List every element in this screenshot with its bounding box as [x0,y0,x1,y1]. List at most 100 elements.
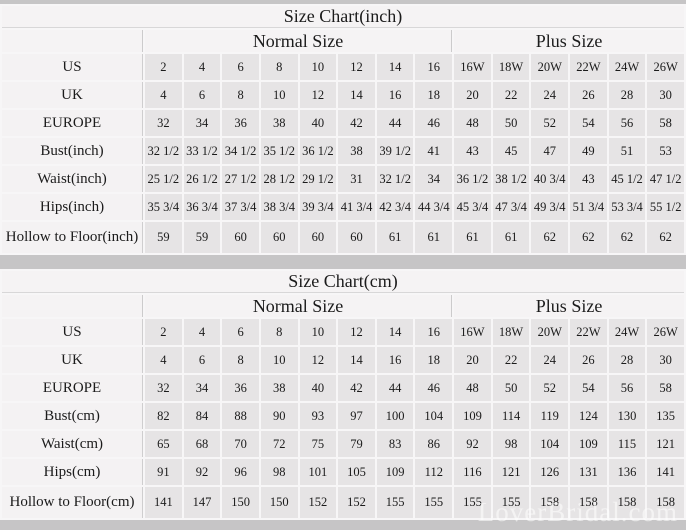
table-cell: 150 [222,487,259,518]
table-cell: 38 3/4 [260,194,298,220]
table-cell: 36 1/2 [299,138,337,164]
table-cell: 92 [183,459,221,485]
table-cell: 97 [338,403,375,429]
table-cell: 10 [260,347,298,373]
normal-size-header: Normal Size [145,295,453,317]
table-cell: 155 [415,487,453,518]
table-cell: 20W [531,54,569,80]
table-cell: 114 [492,403,530,429]
table-cell: 68 [183,431,221,457]
table-cell: 14 [376,319,414,345]
table-cell: 41 [415,138,453,164]
table-cell: 10 [299,319,337,345]
table-cell: 72 [260,431,298,457]
table-row: Hips(cm) 91 92 96 98 101 105 109 112 116 121 126 131… [2,459,684,485]
table-cell: 12 [338,319,375,345]
table-cell: 121 [492,459,530,485]
table-cell: 42 [338,110,375,136]
table-cell: 53 [647,138,684,164]
table-cell: 141 [145,487,182,518]
table-row: Bust(inch) 32 1/2 33 1/2 34 1/2 35 1/2 36 1/2… [2,138,684,164]
table-cell: 55 1/2 [647,194,684,220]
table-cell: 46 [415,375,453,401]
table-cell: 14 [338,347,375,373]
table-cell: 61 [376,222,414,253]
table-cell: 16W [454,54,491,80]
table-cell: 141 [647,459,684,485]
table-cell: 24 [531,347,569,373]
table-cell: 51 [608,138,646,164]
table-cell: 60 [260,222,298,253]
table-cell: 26W [647,319,684,345]
table-cell: 126 [531,459,569,485]
table-cell: 98 [492,431,530,457]
table-cell: 47 3/4 [492,194,530,220]
table-cell: 79 [338,431,375,457]
table-cell: 88 [222,403,259,429]
table-cell: 6 [222,54,259,80]
table-cell: 36 [222,110,259,136]
table-cell: 4 [183,54,221,80]
table-cell: 38 [260,110,298,136]
row-label: Waist(cm) [2,431,143,457]
table-cell: 147 [183,487,221,518]
table-cell: 155 [376,487,414,518]
table-cell: 12 [299,347,337,373]
table-row: Bust(cm) 82 84 88 90 93 97 100 104 109 114 119 124 13… [2,403,684,429]
table-row: EUROPE 32 34 36 38 40 42 44 46 48 50 52 54 56 58 [2,110,684,136]
table-cell: 100 [376,403,414,429]
table-cell: 16 [415,319,453,345]
table-cell: 26 1/2 [183,166,221,192]
table-row: Hollow to Floor(cm) 141 147 150 150 152 152 155… [2,487,684,518]
corner-cell [2,30,143,52]
table-cell: 38 1/2 [492,166,530,192]
table-cell: 22 [492,347,530,373]
table-cell: 28 [608,347,646,373]
table-cell: 65 [145,431,182,457]
table-cell: 24W [608,54,646,80]
table-cell: 92 [454,431,491,457]
table-cell: 32 [145,110,182,136]
table-cell: 83 [376,431,414,457]
table-cell: 75 [299,431,337,457]
row-label: Bust(inch) [2,138,143,164]
title-row: Size Chart(cm) [2,271,684,293]
table-cell: 119 [531,403,569,429]
table-title: Size Chart(inch) [2,6,684,28]
row-label: Hips(inch) [2,194,143,220]
table-cell: 60 [299,222,337,253]
table-cell: 22 [492,82,530,108]
table-cell: 58 [647,110,684,136]
table-row: UK 4 6 8 10 12 14 16 18 20 22 24 26 28 30 [2,347,684,373]
table-cell: 45 1/2 [608,166,646,192]
table-cell: 59 [183,222,221,253]
table-cell: 36 3/4 [183,194,221,220]
table-cell: 35 1/2 [260,138,298,164]
table-cell: 18 [415,82,453,108]
table-cell: 34 1/2 [222,138,259,164]
table-title: Size Chart(cm) [2,271,684,293]
row-label: Hips(cm) [2,459,143,485]
table-cell: 32 1/2 [145,138,182,164]
table-cell: 2 [145,319,182,345]
table-cell: 18W [492,54,530,80]
table-cell: 109 [376,459,414,485]
table-cell: 150 [260,487,298,518]
table-cell: 18W [492,319,530,345]
table-cell: 26 [570,82,607,108]
table-cell: 6 [183,82,221,108]
row-label: Hollow to Floor(inch) [2,222,143,253]
table-cell: 38 [260,375,298,401]
table-cell: 35 3/4 [145,194,182,220]
table-cell: 58 [647,375,684,401]
table-cell: 41 3/4 [338,194,375,220]
table-cell: 104 [531,431,569,457]
table-cell: 61 [454,222,491,253]
table-cell: 116 [454,459,491,485]
table-cell: 39 3/4 [299,194,337,220]
table-cell: 37 3/4 [222,194,259,220]
size-chart-inch-table: Size Chart(inch) Normal Size Plus Size US 2 4… [0,4,686,255]
table-cell: 42 3/4 [376,194,414,220]
table-cell: 62 [608,222,646,253]
